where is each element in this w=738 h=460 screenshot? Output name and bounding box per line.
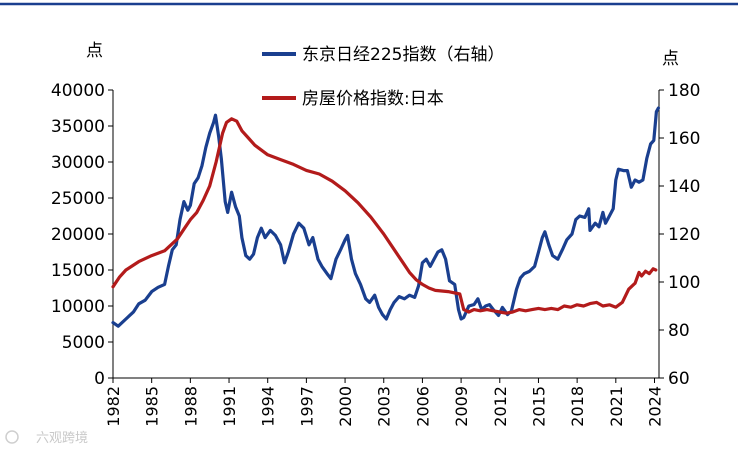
watermark-logo-icon: [5, 430, 19, 444]
x-tick-label: 1991: [220, 386, 239, 427]
right-tick-label: 100: [668, 273, 700, 293]
x-tick-label: 2012: [491, 386, 510, 427]
axes: [112, 90, 660, 379]
left-tick-label: 5000: [62, 333, 105, 353]
watermark: 六观跨境: [5, 430, 88, 446]
x-tick-label: 2021: [607, 386, 626, 427]
legend-label-housing: 房屋价格指数:日本: [302, 89, 444, 109]
left-tick-label: 0: [94, 369, 105, 389]
right-tick-label: 60: [668, 369, 690, 389]
x-tick-label: 2018: [568, 386, 587, 427]
x-tick-label: 2000: [336, 386, 355, 427]
series-line-1: [111, 117, 658, 315]
right-tick-label: 80: [668, 321, 690, 341]
left-axis-ticks: 0 5000 10000 15000 20000 25000 30000 35000 40000: [51, 81, 113, 389]
right-axis-ticks: 60 80 100 120 140 160 180: [659, 81, 700, 389]
left-tick-label: 40000: [51, 81, 105, 101]
left-tick-label: 15000: [51, 261, 105, 281]
left-tick-label: 25000: [51, 189, 105, 209]
x-tick-label: 2003: [375, 386, 394, 427]
x-tick-label: 1988: [181, 386, 200, 427]
right-tick-label: 140: [668, 177, 700, 197]
x-tick-label: 2015: [529, 386, 548, 427]
x-tick-label: 1985: [143, 386, 162, 427]
right-tick-label: 160: [668, 129, 700, 149]
right-tick-label: 120: [668, 225, 700, 245]
x-tick-label: 2009: [452, 386, 471, 427]
x-tick-label: 1982: [104, 386, 123, 427]
watermark-text: 六观跨境: [36, 431, 88, 446]
right-unit-label: 点: [662, 49, 679, 69]
x-axis-ticks: 1982 1985 1988 1991 1994 1997 2000 2003 2006 2009…: [104, 378, 664, 427]
right-tick-label: 180: [668, 81, 700, 101]
x-tick-label: 1994: [259, 386, 278, 427]
left-tick-label: 20000: [51, 225, 105, 245]
x-tick-label: 2024: [645, 386, 664, 427]
left-tick-label: 30000: [51, 153, 105, 173]
series-line-0: [111, 106, 660, 328]
x-tick-label: 1997: [297, 386, 316, 427]
left-tick-label: 35000: [51, 117, 105, 137]
left-tick-label: 10000: [51, 297, 105, 317]
left-unit-label: 点: [86, 41, 103, 61]
x-tick-label: 2006: [413, 386, 432, 427]
series: [111, 106, 660, 328]
legend-label-nikkei: 东京日经225指数（右轴）: [302, 45, 504, 65]
legend: 东京日经225指数（右轴） 房屋价格指数:日本: [262, 45, 504, 109]
